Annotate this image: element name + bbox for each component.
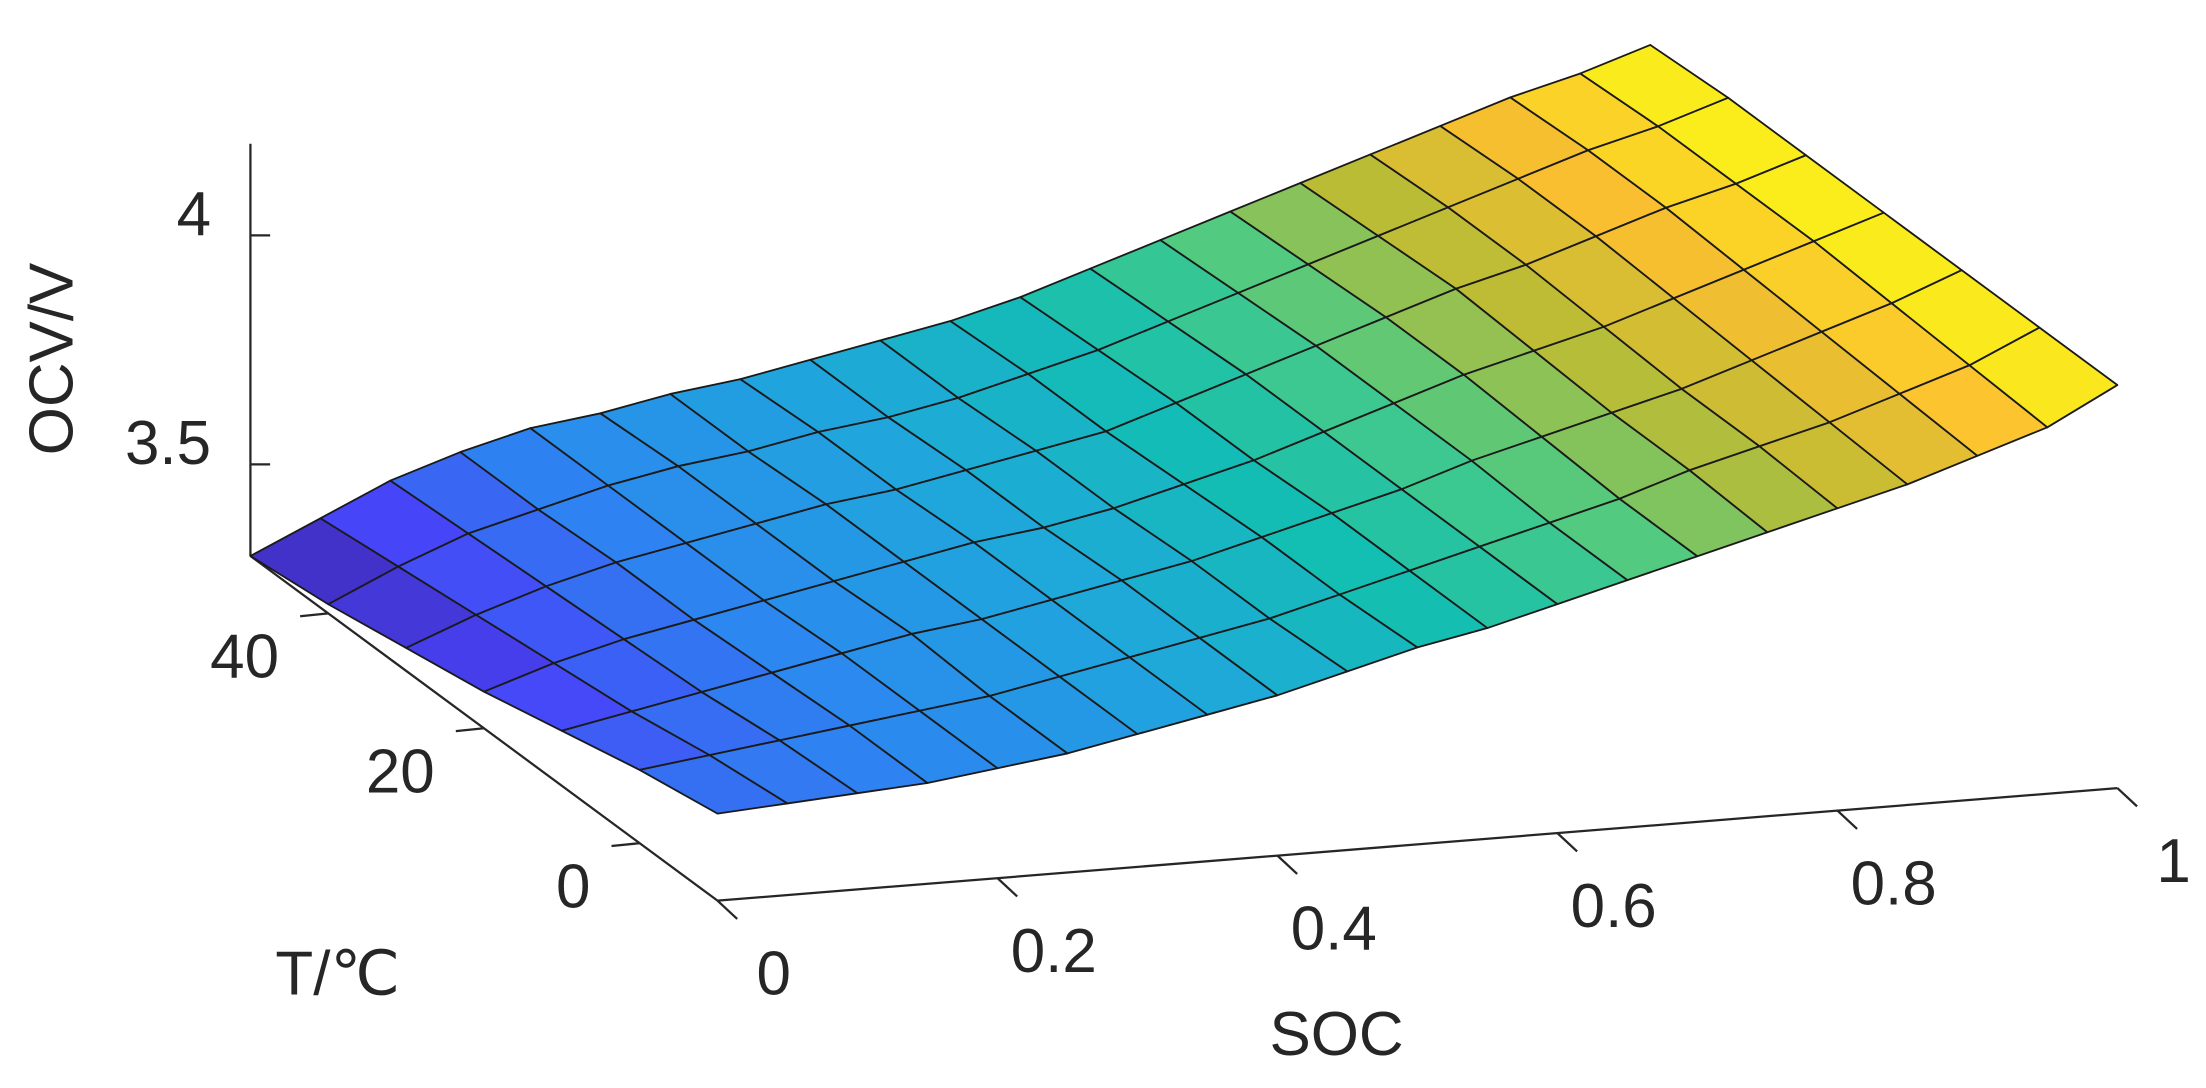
y-tick (611, 842, 640, 848)
y-tick-label: 0 (556, 852, 590, 921)
x-tick (1276, 854, 1298, 875)
x-tick (1556, 832, 1578, 853)
z-tick-label: 4 (177, 180, 211, 249)
x-tick (1836, 809, 1858, 830)
x-tick-label: 0 (757, 939, 791, 1008)
x-tick-label: 0.4 (1291, 894, 1377, 963)
x-tick-label: 1 (2156, 827, 2190, 896)
z-tick-label: 3.5 (125, 409, 211, 478)
y-tick-label: 20 (366, 737, 435, 806)
y-tick (455, 727, 485, 733)
surface-face (1968, 326, 2119, 429)
x-tick (716, 899, 738, 920)
y-tick (300, 612, 329, 618)
x-tick (996, 877, 1018, 898)
x-tick-label: 0.8 (1851, 849, 1937, 918)
x-axis-line (717, 786, 2118, 902)
surface (249, 44, 2119, 815)
axes: 0 0.2 0.4 0.6 0.8 1 0 20 40 3.5 4 (125, 143, 2191, 1008)
y-tick-label: 40 (210, 623, 279, 692)
x-tick (2116, 787, 2138, 808)
x-axis-label: SOC (1269, 1000, 1403, 1069)
z-axis-label: OCV/V (18, 262, 87, 455)
x-tick-label: 0.6 (1571, 872, 1657, 941)
x-tick-label: 0.2 (1011, 917, 1097, 986)
y-axis-label: T/℃ (275, 939, 400, 1008)
